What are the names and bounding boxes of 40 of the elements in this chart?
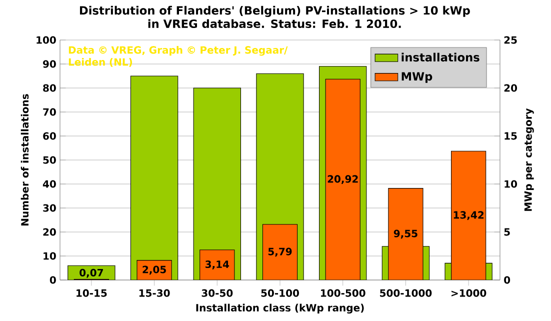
x-tick-label: 15-30 bbox=[139, 289, 170, 297]
annotation: Data © VREG, Graph © Peter J. Segaar/ Leiden (NL) bbox=[68, 46, 288, 67]
y-tick-label: 0 bbox=[50, 276, 56, 284]
y-axis-title: Number of installations bbox=[20, 94, 29, 226]
data-label: 5,79 bbox=[268, 248, 292, 257]
y2-tick-label: 10 bbox=[504, 180, 518, 188]
data-label: 9,55 bbox=[394, 230, 418, 239]
y-tick-label: 100 bbox=[36, 36, 56, 44]
legend-label: MWp bbox=[402, 72, 432, 83]
y2-axis-title: MWp per category bbox=[524, 108, 534, 211]
x-tick-label: 30-50 bbox=[202, 289, 233, 297]
y-tick-label: 30 bbox=[43, 204, 56, 212]
chart-title: Distribution of Flanders' (Belgium) PV-installations > 10 kWp bbox=[80, 6, 470, 17]
y2-tick-label: 5 bbox=[504, 228, 510, 236]
data-label: 13,42 bbox=[454, 211, 484, 220]
x-tick-label: >1000 bbox=[452, 289, 486, 297]
data-label: 20,92 bbox=[328, 175, 358, 184]
y2-tick-label: 25 bbox=[504, 36, 517, 44]
y-tick-label: 70 bbox=[43, 108, 56, 116]
y-tick-label: 40 bbox=[42, 180, 56, 188]
data-label: 3,14 bbox=[205, 260, 230, 270]
legend-label: installations bbox=[402, 52, 480, 62]
y2-tick-label: 20 bbox=[504, 84, 518, 92]
x-tick-label: 10-15 bbox=[76, 289, 107, 297]
y2-tick-label: 15 bbox=[504, 132, 517, 140]
y-tick-label: 60 bbox=[43, 132, 56, 140]
x-tick-label: 500-1000 bbox=[380, 289, 432, 297]
y-tick-label: 20 bbox=[43, 228, 56, 236]
y-tick-label: 10 bbox=[44, 252, 56, 260]
x-tick-label: 50-100 bbox=[261, 289, 299, 297]
bar bbox=[262, 224, 298, 280]
y-tick-label: 90 bbox=[43, 60, 56, 68]
y2-tick-label: 0 bbox=[504, 276, 510, 284]
data-label: 2,05 bbox=[142, 266, 166, 275]
x-tick-label: 100-500 bbox=[321, 289, 366, 297]
y-tick-label: 80 bbox=[43, 84, 56, 92]
chart-subtitle: in VREG database. Status: Feb. 1 2010. bbox=[148, 19, 401, 28]
y-tick-label: 50 bbox=[43, 156, 56, 164]
x-axis-title: Installation class (kWp range) bbox=[196, 304, 364, 314]
data-label: 0,07 bbox=[80, 268, 103, 278]
